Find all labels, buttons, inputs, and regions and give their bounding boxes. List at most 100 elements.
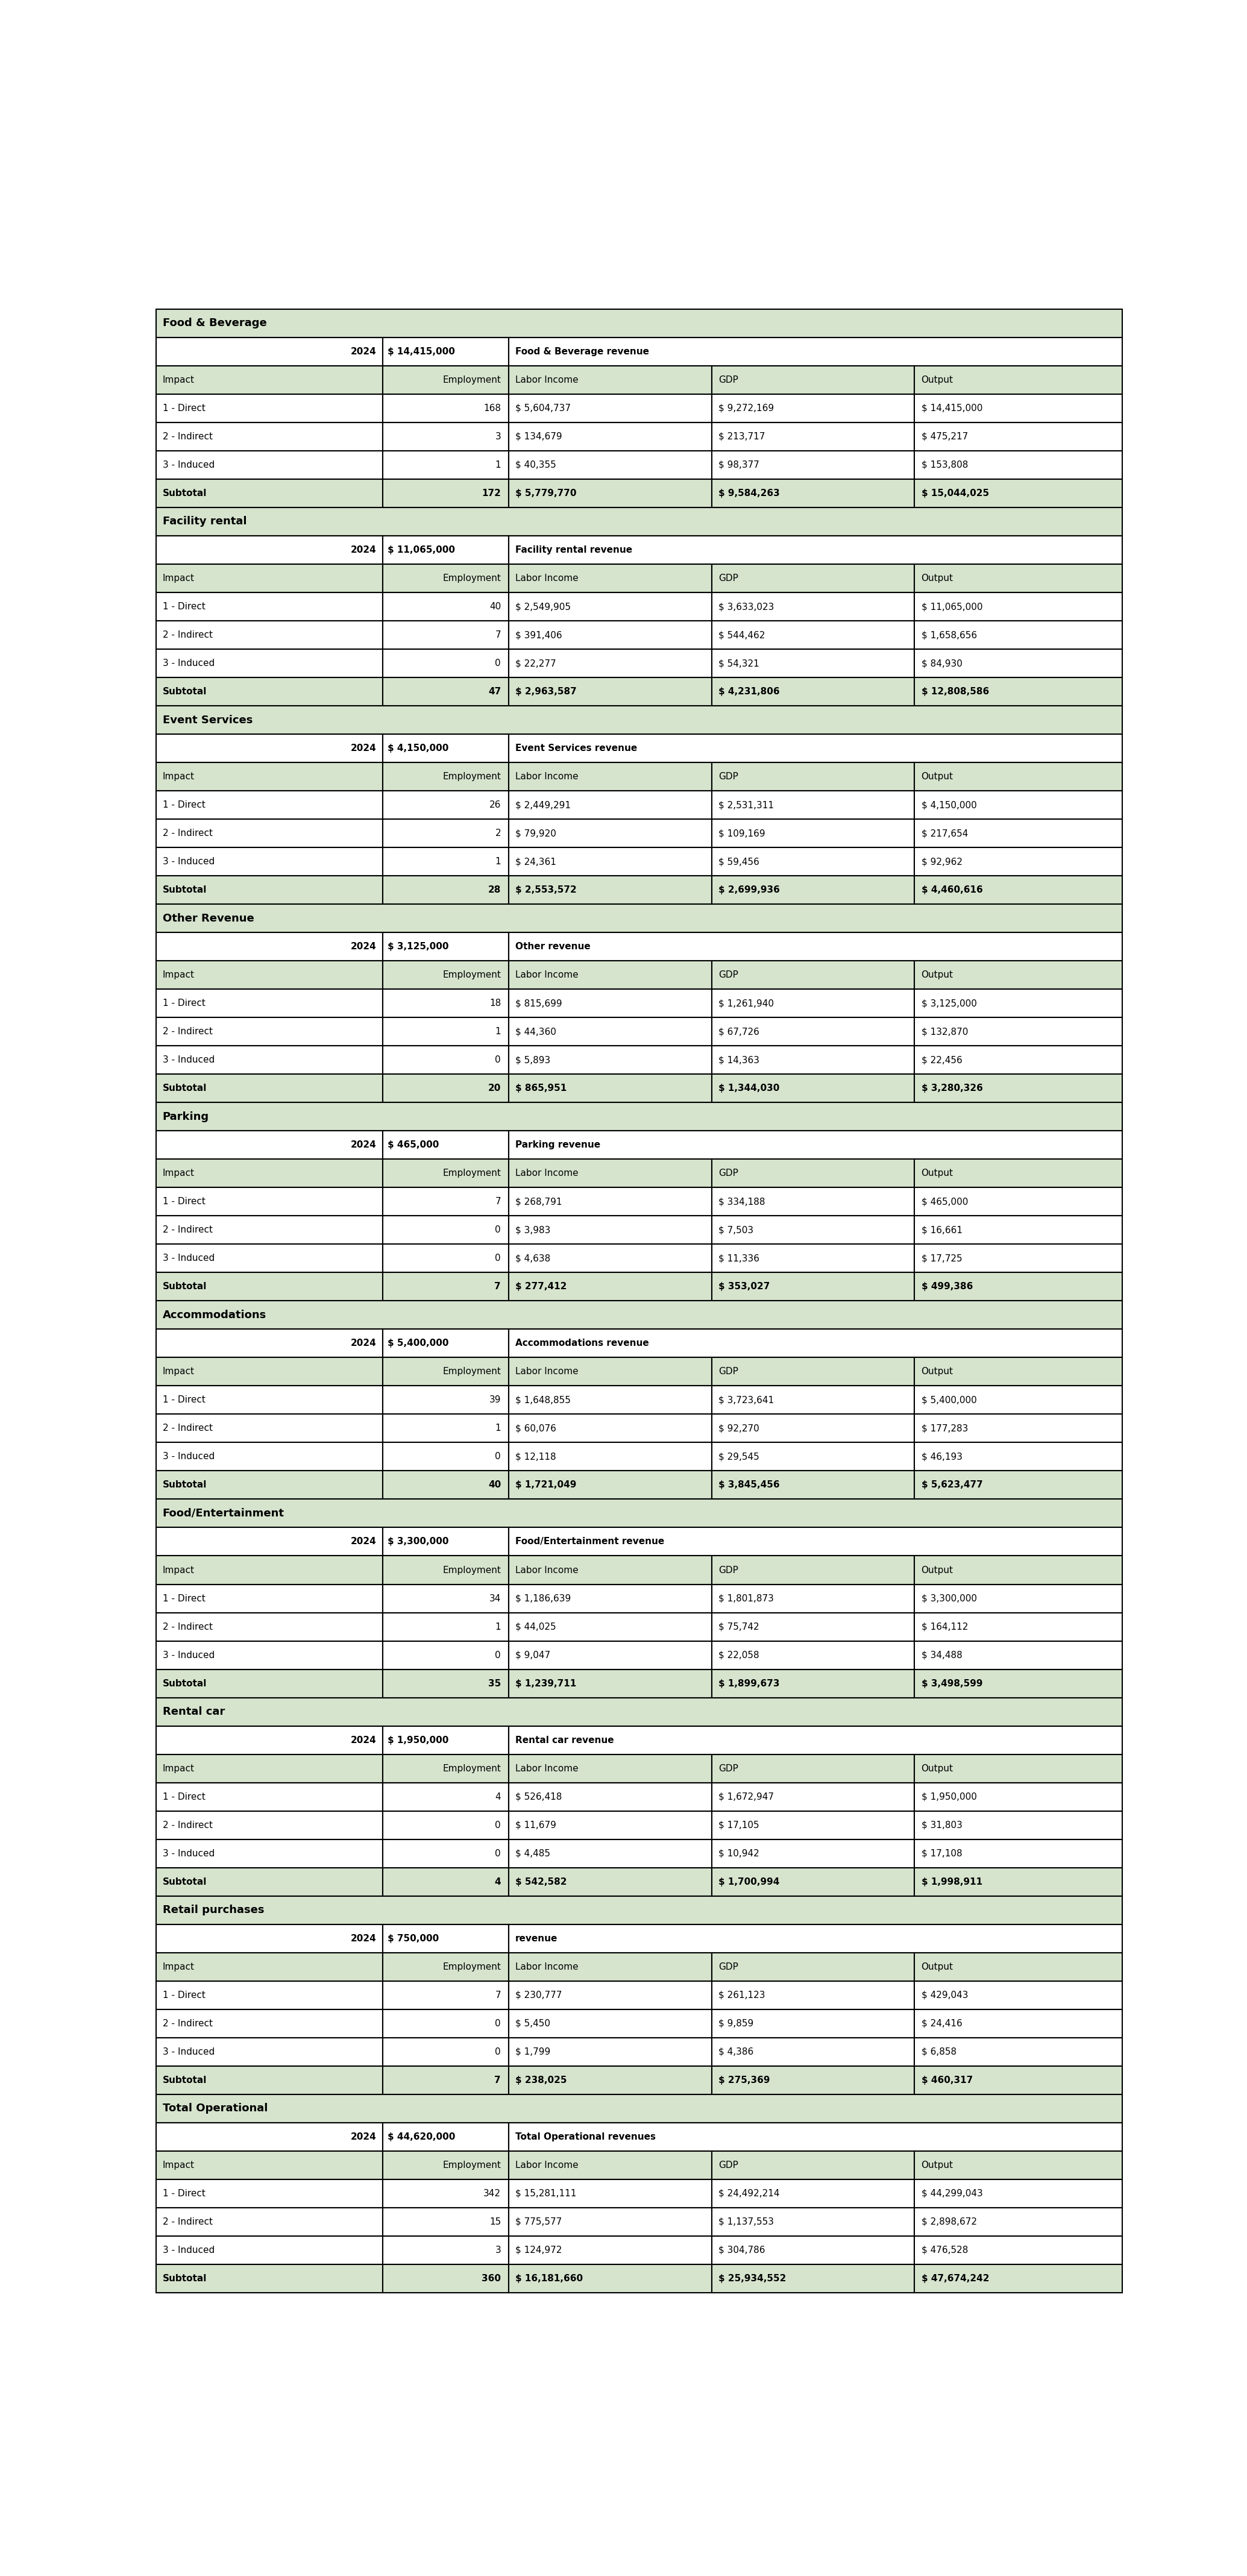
Text: 0: 0 bbox=[495, 659, 501, 667]
Bar bbox=[712, 2009, 914, 2038]
Text: 3: 3 bbox=[495, 2246, 501, 2254]
Bar bbox=[914, 1811, 1122, 1839]
Text: 0: 0 bbox=[495, 1651, 501, 1659]
Text: Labor Income: Labor Income bbox=[515, 1170, 579, 1177]
Bar bbox=[156, 1811, 383, 1839]
Bar bbox=[156, 2264, 383, 2293]
Bar bbox=[156, 1216, 383, 1244]
Bar bbox=[156, 1528, 383, 1556]
Bar bbox=[914, 1641, 1122, 1669]
Text: 1 - Direct: 1 - Direct bbox=[162, 999, 206, 1007]
Text: 2 - Indirect: 2 - Indirect bbox=[162, 433, 213, 440]
Text: $ 44,299,043: $ 44,299,043 bbox=[922, 2190, 983, 2197]
Text: Labor Income: Labor Income bbox=[515, 376, 579, 384]
Bar bbox=[509, 1159, 712, 1188]
Bar bbox=[509, 2179, 712, 2208]
Text: 0: 0 bbox=[495, 2020, 501, 2027]
Text: $ 1,899,673: $ 1,899,673 bbox=[718, 1680, 779, 1687]
Bar bbox=[383, 1216, 509, 1244]
Bar bbox=[914, 1953, 1122, 1981]
Text: GDP: GDP bbox=[718, 773, 738, 781]
Text: Food & Beverage revenue: Food & Beverage revenue bbox=[515, 348, 650, 355]
Text: $ 9,272,169: $ 9,272,169 bbox=[718, 404, 774, 412]
Text: $ 1,344,030: $ 1,344,030 bbox=[718, 1084, 779, 1092]
Bar bbox=[914, 848, 1122, 876]
Text: $ 3,300,000: $ 3,300,000 bbox=[922, 1595, 976, 1602]
Bar bbox=[156, 1131, 383, 1159]
Text: 0: 0 bbox=[495, 1453, 501, 1461]
Text: $ 2,553,572: $ 2,553,572 bbox=[515, 886, 576, 894]
Text: 0: 0 bbox=[495, 1056, 501, 1064]
Bar bbox=[383, 479, 509, 507]
Bar bbox=[156, 536, 383, 564]
Bar bbox=[383, 337, 509, 366]
Bar bbox=[509, 1641, 712, 1669]
Bar bbox=[914, 2208, 1122, 2236]
Bar bbox=[509, 1329, 1122, 1358]
Text: $ 3,125,000: $ 3,125,000 bbox=[922, 999, 976, 1007]
Bar bbox=[156, 1273, 383, 1301]
Bar bbox=[156, 2123, 383, 2151]
Bar bbox=[156, 1329, 383, 1358]
Text: 2024: 2024 bbox=[350, 1538, 377, 1546]
Text: $ 304,786: $ 304,786 bbox=[718, 2246, 766, 2254]
Text: $ 3,845,456: $ 3,845,456 bbox=[718, 1481, 779, 1489]
Bar bbox=[156, 848, 383, 876]
Bar bbox=[383, 1953, 509, 1981]
Bar bbox=[509, 876, 712, 904]
Bar bbox=[712, 1188, 914, 1216]
Bar bbox=[509, 1953, 712, 1981]
Bar bbox=[509, 2264, 712, 2293]
Text: Output: Output bbox=[922, 376, 953, 384]
Bar bbox=[509, 621, 712, 649]
Text: $ 44,025: $ 44,025 bbox=[515, 1623, 556, 1631]
Bar bbox=[914, 1471, 1122, 1499]
Bar bbox=[156, 422, 383, 451]
Text: $ 153,808: $ 153,808 bbox=[922, 461, 968, 469]
Text: 3 - Induced: 3 - Induced bbox=[162, 1056, 214, 1064]
Text: Other Revenue: Other Revenue bbox=[162, 912, 254, 925]
Bar bbox=[156, 1953, 383, 1981]
Bar bbox=[509, 1868, 712, 1896]
Bar bbox=[914, 621, 1122, 649]
Text: Output: Output bbox=[922, 1170, 953, 1177]
Bar bbox=[914, 762, 1122, 791]
Bar bbox=[712, 1953, 914, 1981]
Bar bbox=[156, 1074, 383, 1103]
Bar bbox=[914, 1556, 1122, 1584]
Bar bbox=[383, 1924, 509, 1953]
Text: 1 - Direct: 1 - Direct bbox=[162, 1793, 206, 1801]
Text: $ 353,027: $ 353,027 bbox=[718, 1283, 769, 1291]
Bar bbox=[383, 1159, 509, 1188]
Text: Labor Income: Labor Income bbox=[515, 574, 579, 582]
Text: Event Services revenue: Event Services revenue bbox=[515, 744, 637, 752]
Text: $ 4,460,616: $ 4,460,616 bbox=[922, 886, 983, 894]
Bar bbox=[509, 1074, 712, 1103]
Bar bbox=[712, 1074, 914, 1103]
Bar bbox=[712, 621, 914, 649]
Text: $ 12,118: $ 12,118 bbox=[515, 1453, 556, 1461]
Bar bbox=[509, 1981, 712, 2009]
Bar bbox=[383, 1783, 509, 1811]
Bar bbox=[712, 1641, 914, 1669]
Bar bbox=[156, 1726, 383, 1754]
Text: 1 - Direct: 1 - Direct bbox=[162, 1595, 206, 1602]
Bar bbox=[712, 1584, 914, 1613]
Text: GDP: GDP bbox=[718, 1963, 738, 1971]
Bar bbox=[156, 1301, 1122, 1329]
Text: $ 9,047: $ 9,047 bbox=[515, 1651, 550, 1659]
Text: $ 92,962: $ 92,962 bbox=[922, 858, 963, 866]
Bar bbox=[712, 564, 914, 592]
Text: 3 - Induced: 3 - Induced bbox=[162, 1651, 214, 1659]
Bar bbox=[509, 961, 712, 989]
Bar bbox=[914, 1443, 1122, 1471]
Bar bbox=[914, 2066, 1122, 2094]
Text: 7: 7 bbox=[495, 2076, 501, 2084]
Text: $ 4,638: $ 4,638 bbox=[515, 1255, 550, 1262]
Bar bbox=[383, 1641, 509, 1669]
Bar bbox=[712, 366, 914, 394]
Bar bbox=[156, 2208, 383, 2236]
Text: Output: Output bbox=[922, 1963, 953, 1971]
Bar bbox=[712, 394, 914, 422]
Bar bbox=[156, 2179, 383, 2208]
